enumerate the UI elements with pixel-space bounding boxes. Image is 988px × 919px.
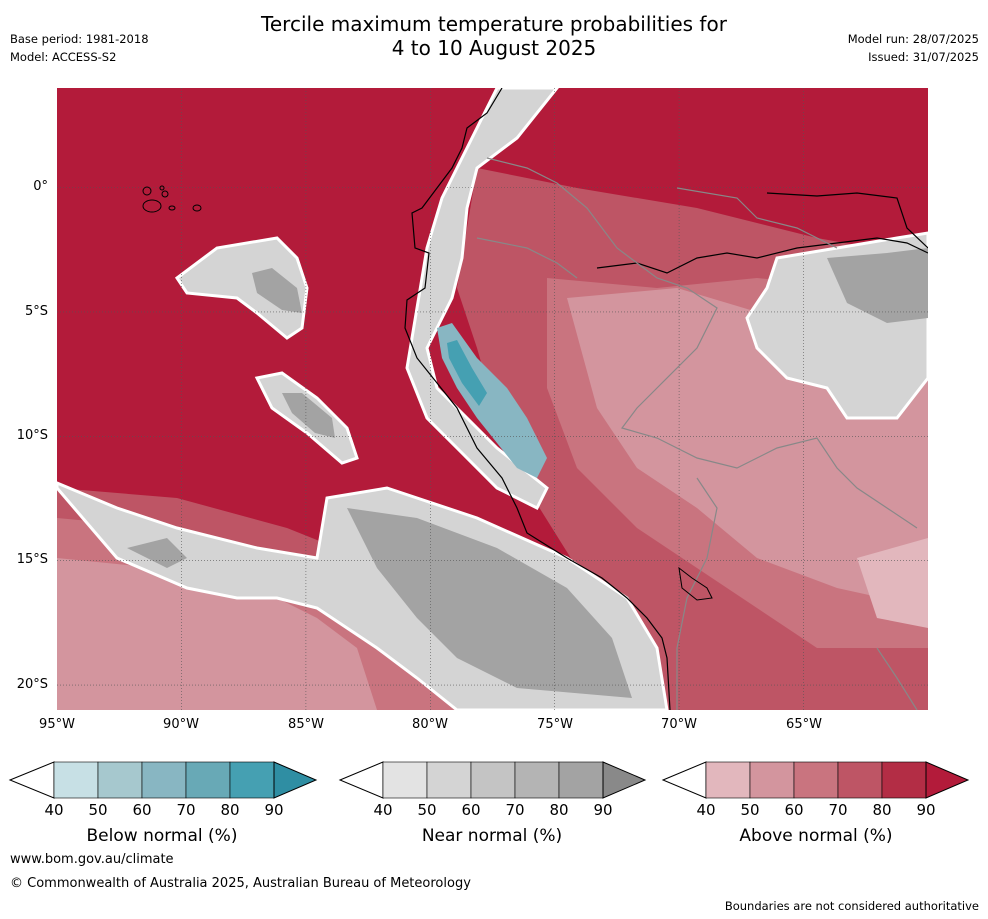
lat-label-0: 0° xyxy=(33,179,48,194)
base-period-text: Base period: 1981-2018 xyxy=(10,32,149,46)
galapagos-islands xyxy=(142,185,202,213)
below-normal-label: Below normal (%) xyxy=(86,826,238,846)
near-tick-50: 50 xyxy=(417,801,437,819)
above-tick-90: 90 xyxy=(916,801,936,819)
near-normal-ocean-patch-1 xyxy=(174,236,309,340)
grid-lines xyxy=(57,88,928,710)
above-normal-label: Above normal (%) xyxy=(739,826,893,846)
above-tick-50: 50 xyxy=(740,801,760,819)
below-tick-60: 60 xyxy=(132,801,152,819)
near-tick-80: 80 xyxy=(549,801,569,819)
title-line-1: Tercile maximum temperature probabilitie… xyxy=(261,12,727,36)
above-zone-40 xyxy=(857,538,928,628)
below-tick-90: 90 xyxy=(264,801,284,819)
lon-label-85w: 85°W xyxy=(288,717,324,732)
lake-titicaca xyxy=(678,566,713,601)
above-tick-60: 60 xyxy=(784,801,804,819)
lat-label-5s: 5°S xyxy=(24,304,48,319)
lon-label-70w: 70°W xyxy=(661,717,697,732)
near-tick-60: 60 xyxy=(461,801,481,819)
boundaries-disclaimer: Boundaries are not considered authoritat… xyxy=(724,899,979,913)
below-tick-50: 50 xyxy=(88,801,108,819)
near-normal-amazon-core xyxy=(827,248,928,323)
near-normal-ocean-patch-2-core xyxy=(282,393,335,438)
above-tick-70: 70 xyxy=(828,801,848,819)
lat-label-20s: 20°S xyxy=(16,677,48,692)
lon-label-95w: 95°W xyxy=(39,717,75,732)
near-normal-label: Near normal (%) xyxy=(421,826,563,846)
near-normal-ocean-large-core xyxy=(347,508,632,698)
model-run-text: Model run: 28/07/2025 xyxy=(847,32,979,46)
above-ocean-zone-50 xyxy=(57,558,377,710)
lat-label-10s: 10°S xyxy=(16,428,48,443)
copyright-text: © Commonwealth of Australia 2025, Austra… xyxy=(10,876,471,891)
map-title: Tercile maximum temperature probabilitie… xyxy=(0,12,988,60)
colorbar-above xyxy=(661,761,970,799)
near-tick-70: 70 xyxy=(505,801,525,819)
above-tick-40: 40 xyxy=(696,801,716,819)
probability-map xyxy=(57,88,928,710)
northeast-coast xyxy=(766,192,928,249)
lon-label-65w: 65°W xyxy=(786,717,822,732)
below-tick-80: 80 xyxy=(220,801,240,819)
bom-url: www.bom.gov.au/climate xyxy=(10,852,174,867)
below-tick-70: 70 xyxy=(176,801,196,819)
coastline xyxy=(404,88,671,710)
lon-label-75w: 75°W xyxy=(537,717,573,732)
colorbar-near xyxy=(338,761,647,799)
near-normal-ocean-patch-1-core xyxy=(252,268,302,313)
colorbar-below xyxy=(8,761,318,799)
below-tick-40: 40 xyxy=(44,801,64,819)
near-tick-90: 90 xyxy=(593,801,613,819)
lon-label-90w: 90°W xyxy=(163,717,199,732)
lat-label-15s: 15°S xyxy=(16,552,48,567)
issued-text: Issued: 31/07/2025 xyxy=(868,50,979,64)
below-normal-strip-core xyxy=(447,340,487,406)
lon-label-80w: 80°W xyxy=(412,717,448,732)
colorbars xyxy=(8,761,970,799)
northern-coast xyxy=(596,237,928,274)
model-text: Model: ACCESS-S2 xyxy=(10,50,117,64)
above-tick-80: 80 xyxy=(872,801,892,819)
country-borders xyxy=(476,157,918,710)
near-tick-40: 40 xyxy=(373,801,393,819)
title-line-2: 4 to 10 August 2025 xyxy=(391,36,597,60)
